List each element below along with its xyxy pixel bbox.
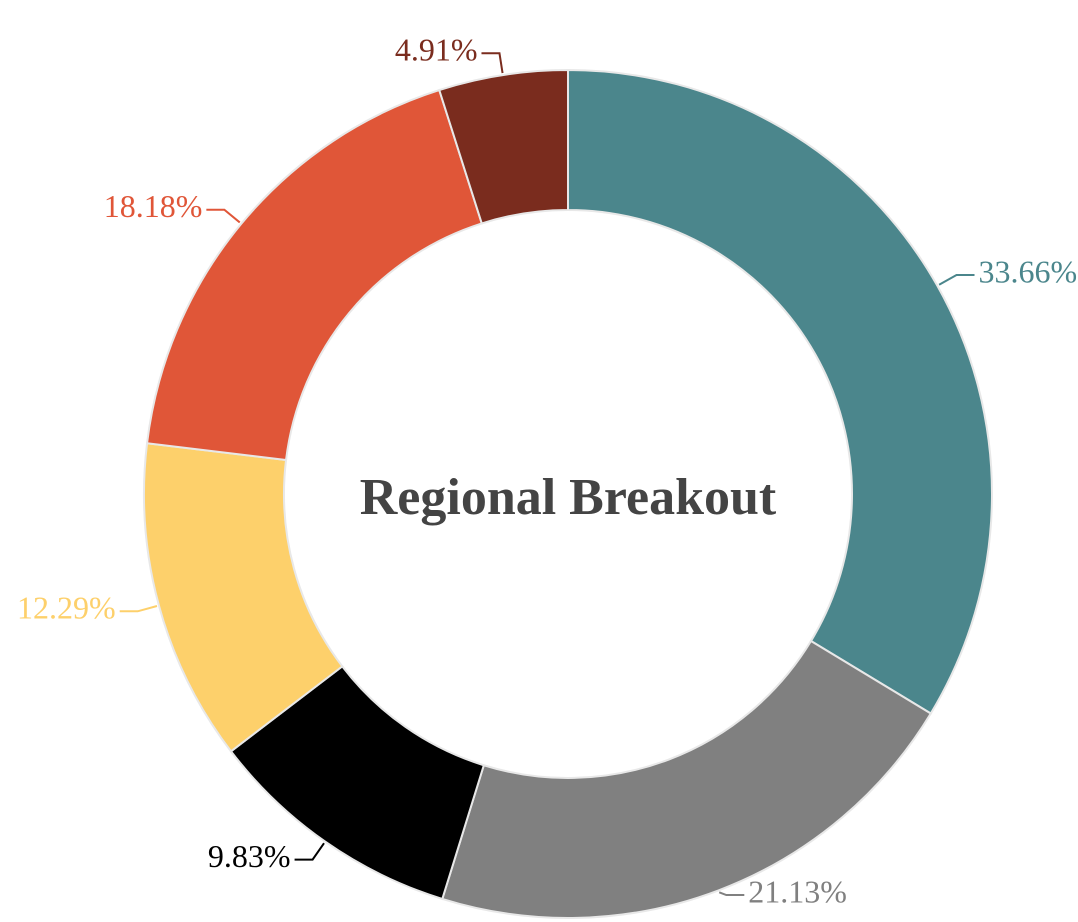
- leader-line: [938, 273, 975, 286]
- data-label: 9.83%: [208, 838, 291, 874]
- data-label: 21.13%: [748, 873, 847, 909]
- data-label: 4.91%: [395, 32, 478, 68]
- leader-line: [206, 208, 241, 224]
- donut-slice: [441, 639, 933, 919]
- donut-slice: [145, 88, 484, 462]
- data-label: 18.18%: [104, 188, 203, 224]
- chart-title: Regional Breakout: [360, 469, 777, 526]
- donut-slice: [567, 68, 993, 715]
- data-label: 33.66%: [979, 253, 1078, 289]
- donut-slice: [438, 68, 569, 225]
- data-label: 12.29%: [17, 590, 116, 626]
- leader-line: [294, 842, 325, 861]
- leader-line: [718, 891, 745, 896]
- leader-line: [481, 52, 504, 74]
- leader-line: [119, 605, 158, 613]
